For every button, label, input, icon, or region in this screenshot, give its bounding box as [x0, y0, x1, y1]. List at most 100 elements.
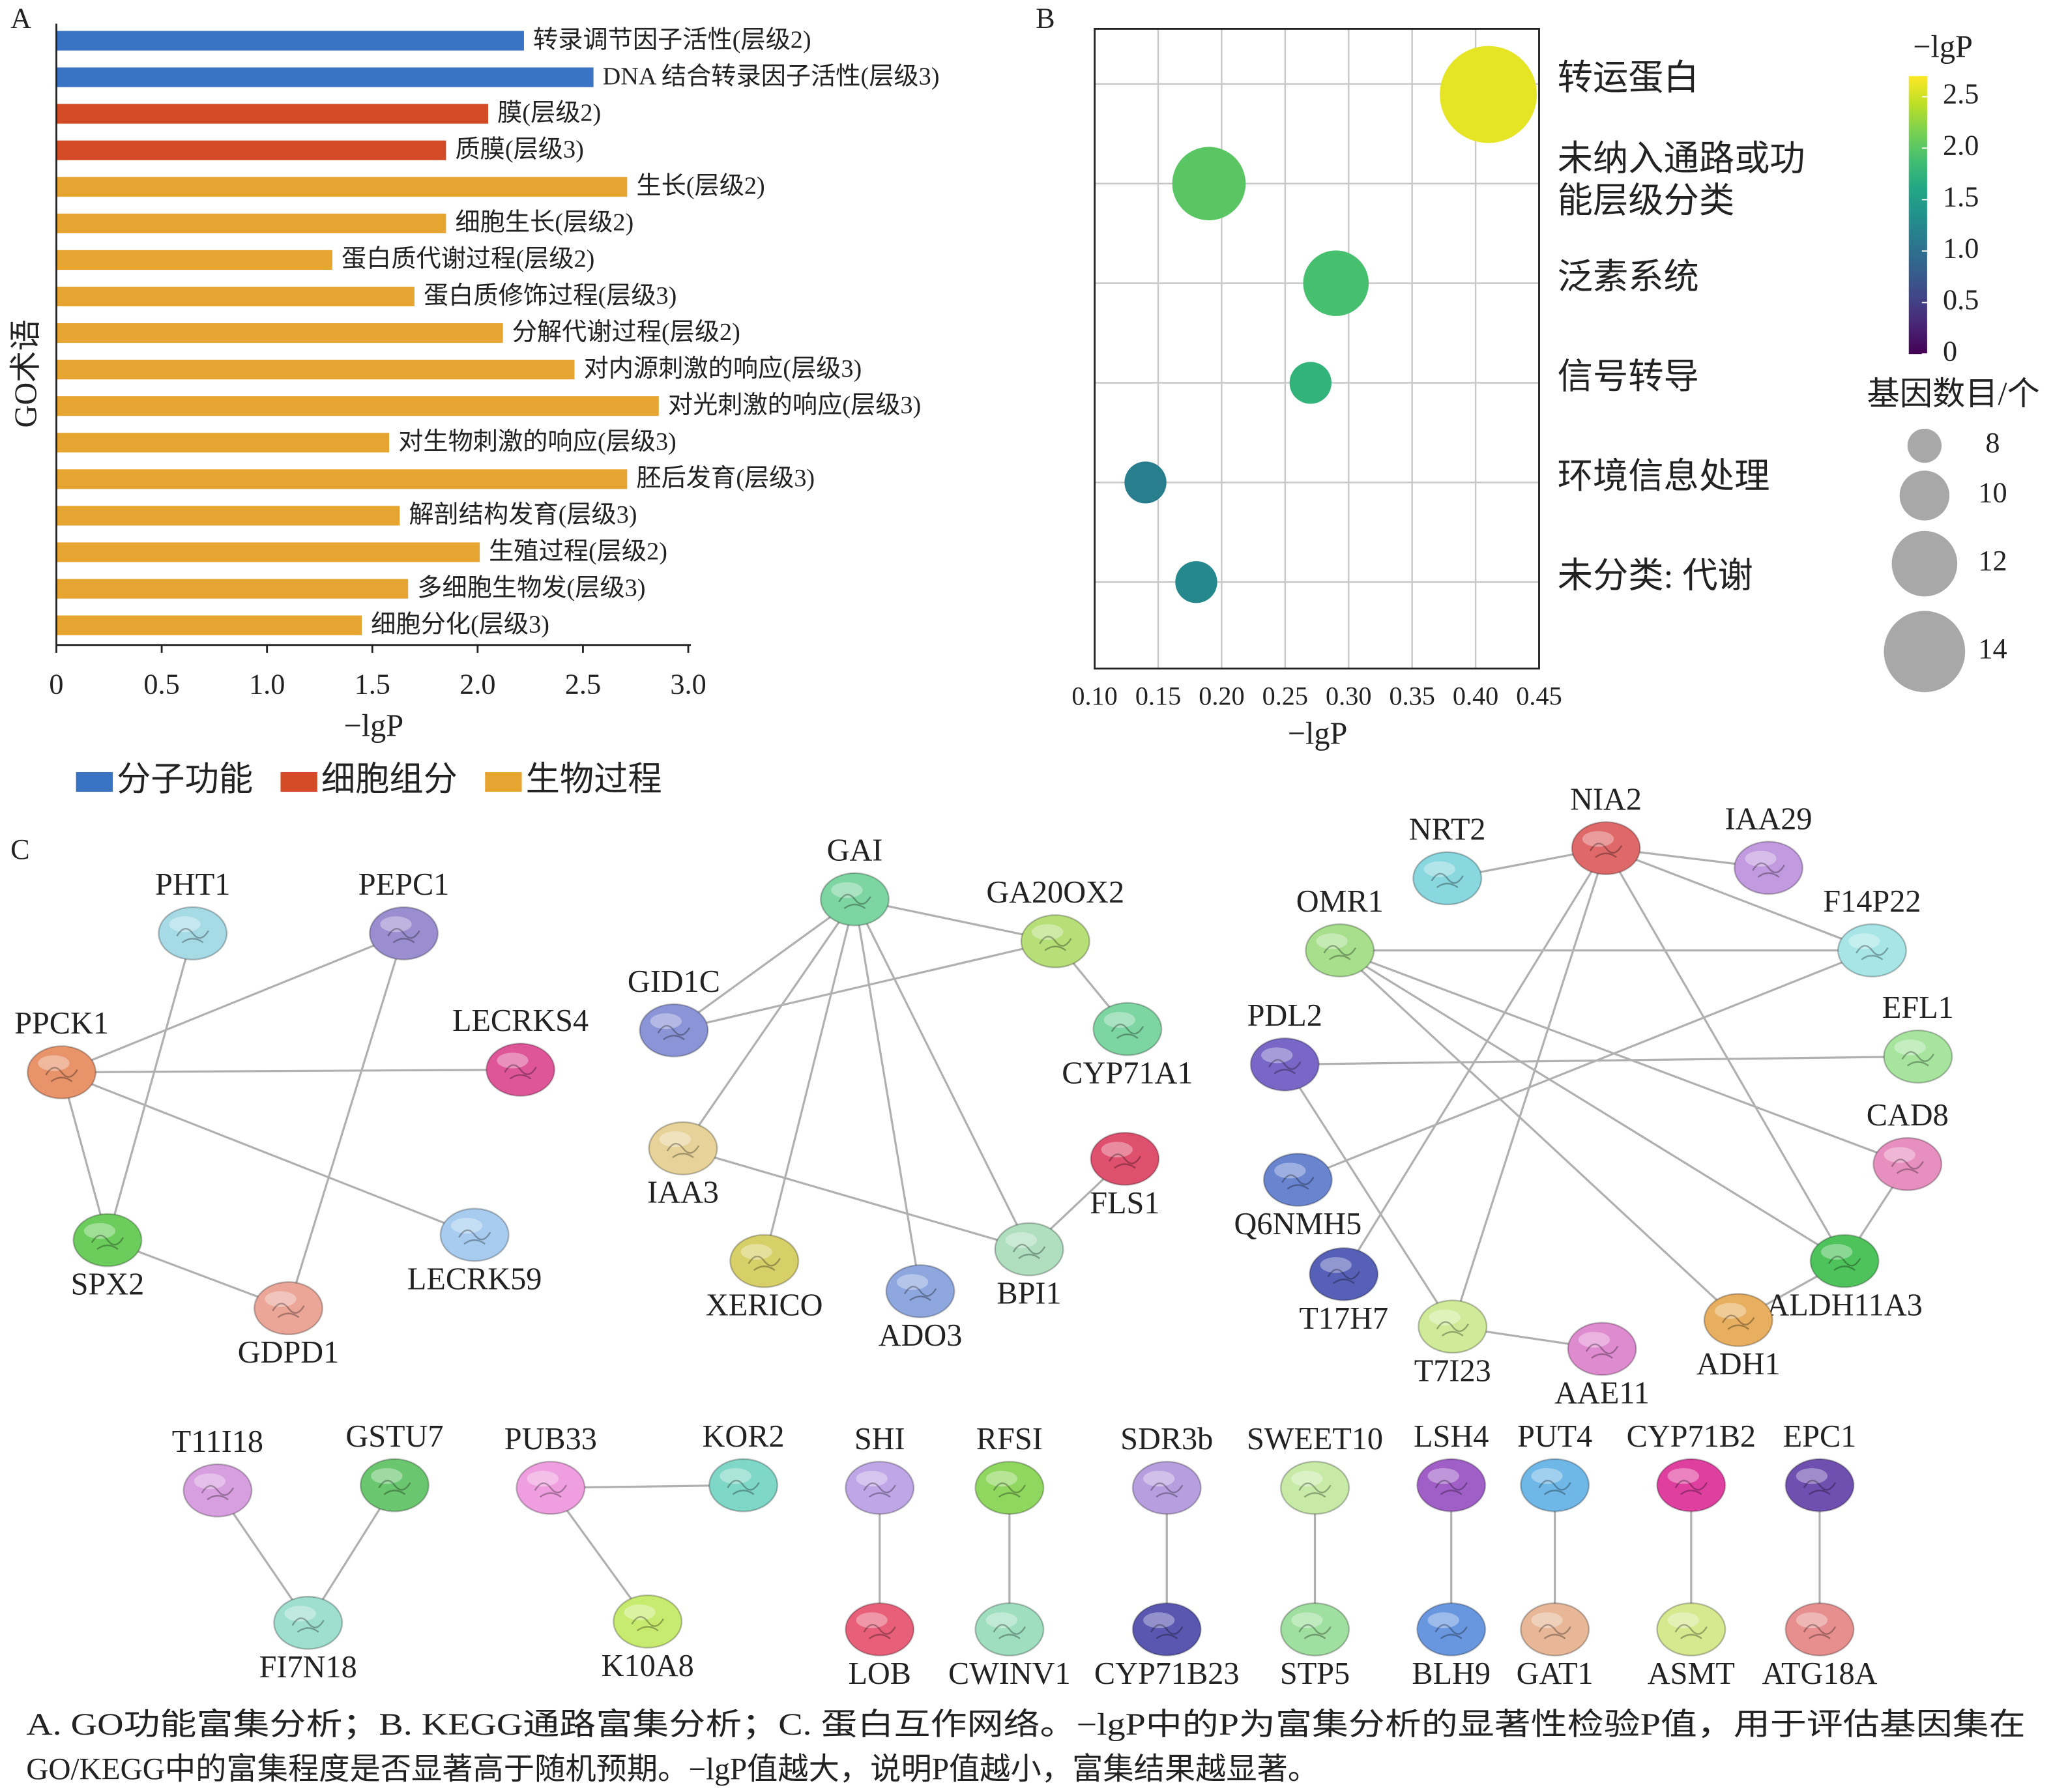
node [1520, 1458, 1590, 1512]
size-legend-label: 10 [1978, 477, 2007, 509]
node-structure [1722, 1314, 1755, 1330]
node [1883, 1029, 1953, 1084]
node-highlight [1667, 1468, 1699, 1484]
size-legend-label: 8 [1985, 427, 2000, 459]
node-highlight [1320, 1257, 1352, 1273]
node-highlight [1291, 1612, 1323, 1628]
node-label: SWEET10 [1247, 1422, 1383, 1456]
node-label: ALDH11A3 [1766, 1288, 1923, 1323]
edge [61, 932, 405, 1074]
caption-line: A. GO功能富集分析；B. KEGG通路富集分析；C. 蛋白互作网络。−lgP… [26, 1707, 2026, 1742]
size-legend-bubble [1884, 611, 1966, 693]
bar [56, 140, 446, 160]
edge [673, 940, 1056, 1032]
node-highlight [1894, 1039, 1926, 1056]
node [845, 1460, 915, 1515]
node [486, 1043, 556, 1097]
node-structure [1298, 1482, 1332, 1498]
node-highlight [1745, 850, 1777, 867]
node-label: STP5 [1280, 1656, 1350, 1691]
node-label: PPCK1 [14, 1006, 109, 1041]
node [158, 906, 228, 961]
node-label: T11I18 [172, 1424, 263, 1459]
bar [56, 177, 628, 197]
node [1416, 1602, 1487, 1656]
bar [56, 250, 332, 270]
node-highlight [896, 1274, 929, 1290]
x-tick-label: 0.30 [1326, 682, 1371, 711]
node-highlight [1820, 1244, 1853, 1260]
node-highlight [1143, 1612, 1175, 1628]
node-structure [903, 1286, 937, 1301]
node [27, 1045, 97, 1099]
node [974, 1602, 1045, 1656]
y-category-label: 未纳入通路或功能层级分类 [1558, 139, 1805, 220]
node-structure [1434, 1479, 1468, 1496]
bar-label: 对内源刺激的响应(层级3) [584, 354, 862, 383]
bar-label: 多细胞生物发(层级3) [417, 573, 645, 601]
node-label: ADH1 [1696, 1347, 1781, 1381]
node-structure [458, 1229, 491, 1245]
node-label: SHI [854, 1422, 905, 1456]
edge [1297, 949, 1873, 1181]
node-label: PDL2 [1247, 998, 1322, 1033]
node-label: OMR1 [1296, 884, 1384, 919]
plot-frame [1094, 27, 1540, 670]
node-highlight [1316, 933, 1348, 949]
node-highlight [856, 1471, 888, 1487]
node-label: XERICO [706, 1288, 823, 1323]
x-tick-label: 2.0 [459, 668, 495, 700]
node-highlight [1032, 924, 1064, 940]
node [1872, 1136, 1943, 1191]
bar-label: 转录调节因子活性(层级2) [533, 26, 811, 53]
colorbar-tick-label: 0.5 [1943, 283, 1979, 315]
node-structure [534, 1482, 568, 1498]
node [1309, 1247, 1379, 1301]
edge [1283, 1063, 1454, 1327]
legend-label: 分子功能 [117, 760, 253, 798]
bar [56, 506, 400, 526]
bar [56, 615, 362, 635]
size-legend-label: 14 [1978, 633, 2007, 665]
node-structure [1434, 1624, 1468, 1640]
x-tick-label: 2.5 [565, 668, 601, 700]
node-highlight [1884, 1147, 1915, 1163]
node-label: T7I23 [1414, 1353, 1491, 1388]
node [819, 872, 890, 927]
edge [1605, 847, 1846, 1262]
node [1020, 914, 1090, 968]
node-structure [1585, 1343, 1619, 1359]
node-label: CYP71B23 [1094, 1656, 1240, 1691]
node [1412, 851, 1483, 906]
bar-label: 蛋白质修饰过程(层级3) [424, 282, 677, 310]
node-label: GID1C [628, 964, 720, 999]
node-highlight [1274, 1163, 1306, 1179]
node-structure [1012, 1243, 1046, 1260]
node-structure [1674, 1479, 1708, 1496]
bar [56, 286, 415, 307]
node [1571, 821, 1641, 876]
node-structure [1327, 1269, 1360, 1284]
node-label: IAA3 [647, 1176, 719, 1210]
node-structure [993, 1624, 1026, 1640]
edge [1339, 949, 1740, 1321]
node-highlight [38, 1055, 70, 1071]
edge [682, 899, 856, 1149]
panel-label: A [10, 2, 31, 34]
node [1131, 1460, 1202, 1515]
edge [1605, 847, 1872, 951]
node [1090, 1131, 1160, 1186]
node-label: CAD8 [1867, 1098, 1949, 1133]
node-highlight [1715, 1303, 1747, 1319]
x-axis-label: −lgP [1288, 717, 1348, 751]
panel-label: C [10, 833, 30, 865]
edge [1285, 1055, 1918, 1066]
node-highlight [1291, 1471, 1323, 1487]
node-structure [1856, 945, 1889, 961]
node-highlight [380, 916, 412, 932]
node-label: CYP71A1 [1062, 1056, 1193, 1091]
node-label: IAA29 [1725, 802, 1812, 836]
node-structure [1431, 873, 1464, 888]
node-structure [1752, 862, 1785, 878]
node-highlight [985, 1471, 1017, 1487]
